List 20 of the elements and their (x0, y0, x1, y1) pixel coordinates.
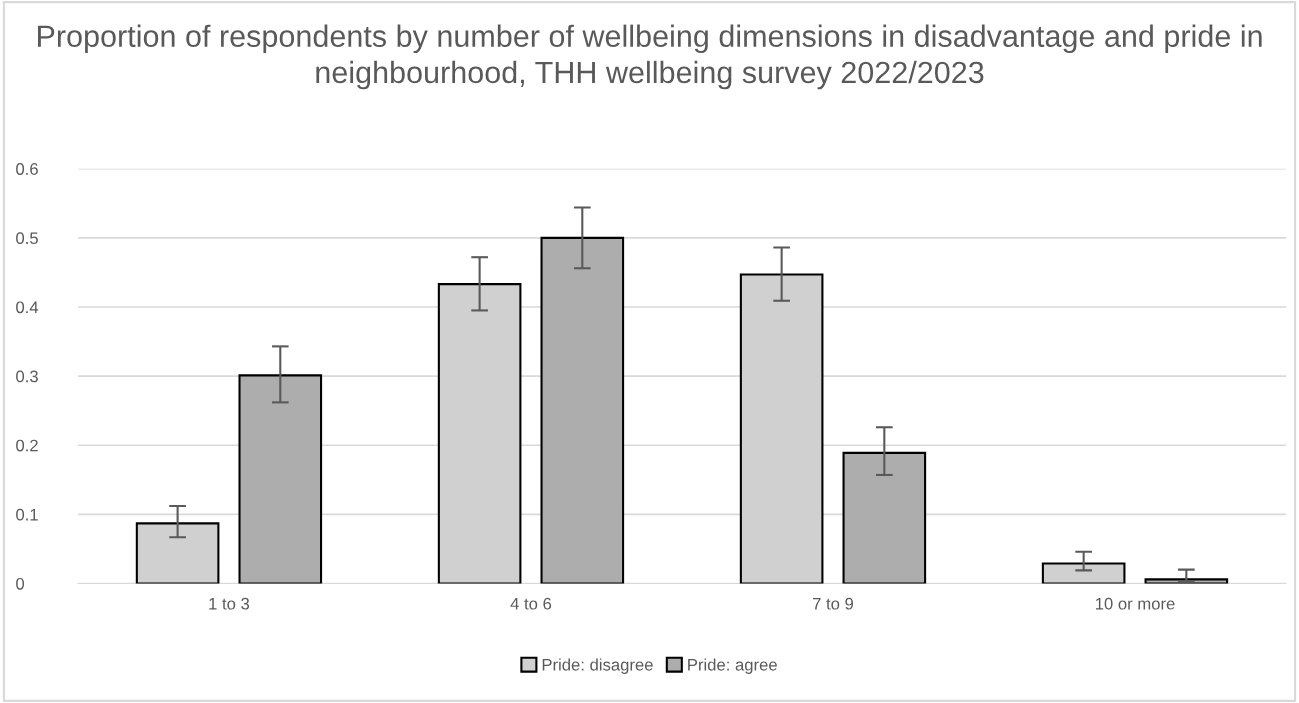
y-tick-label: 0.2 (16, 439, 38, 452)
y-tick-label: 0.5 (16, 232, 38, 245)
x-tick-label: 4 to 6 (510, 597, 552, 610)
legend-label: Pride: disagree (542, 658, 653, 674)
y-tick-label: 0 (16, 577, 25, 590)
chart-title: Proportion of respondents by number of wellbeing dimensions in disadvantage and pride in neighbourhood, THH wellbeing survey 2022/2023 (38, 24, 1262, 90)
bar (540, 236, 625, 584)
y-tick-label: 0.6 (16, 163, 38, 175)
legend-label: Pride: agree (688, 658, 777, 674)
bar (1041, 562, 1126, 584)
x-tick-label: 1 to 3 (209, 597, 250, 610)
x-tick-label: 7 to 9 (812, 597, 854, 610)
bar (238, 374, 323, 584)
y-tick-label: 0.3 (16, 370, 38, 383)
bar (842, 451, 927, 584)
bar (135, 522, 220, 584)
x-tick-label: 10 or more (1095, 597, 1175, 610)
y-tick-label: 0.1 (16, 508, 38, 521)
bar (1144, 578, 1229, 584)
y-tick-label: 0.4 (16, 301, 39, 314)
